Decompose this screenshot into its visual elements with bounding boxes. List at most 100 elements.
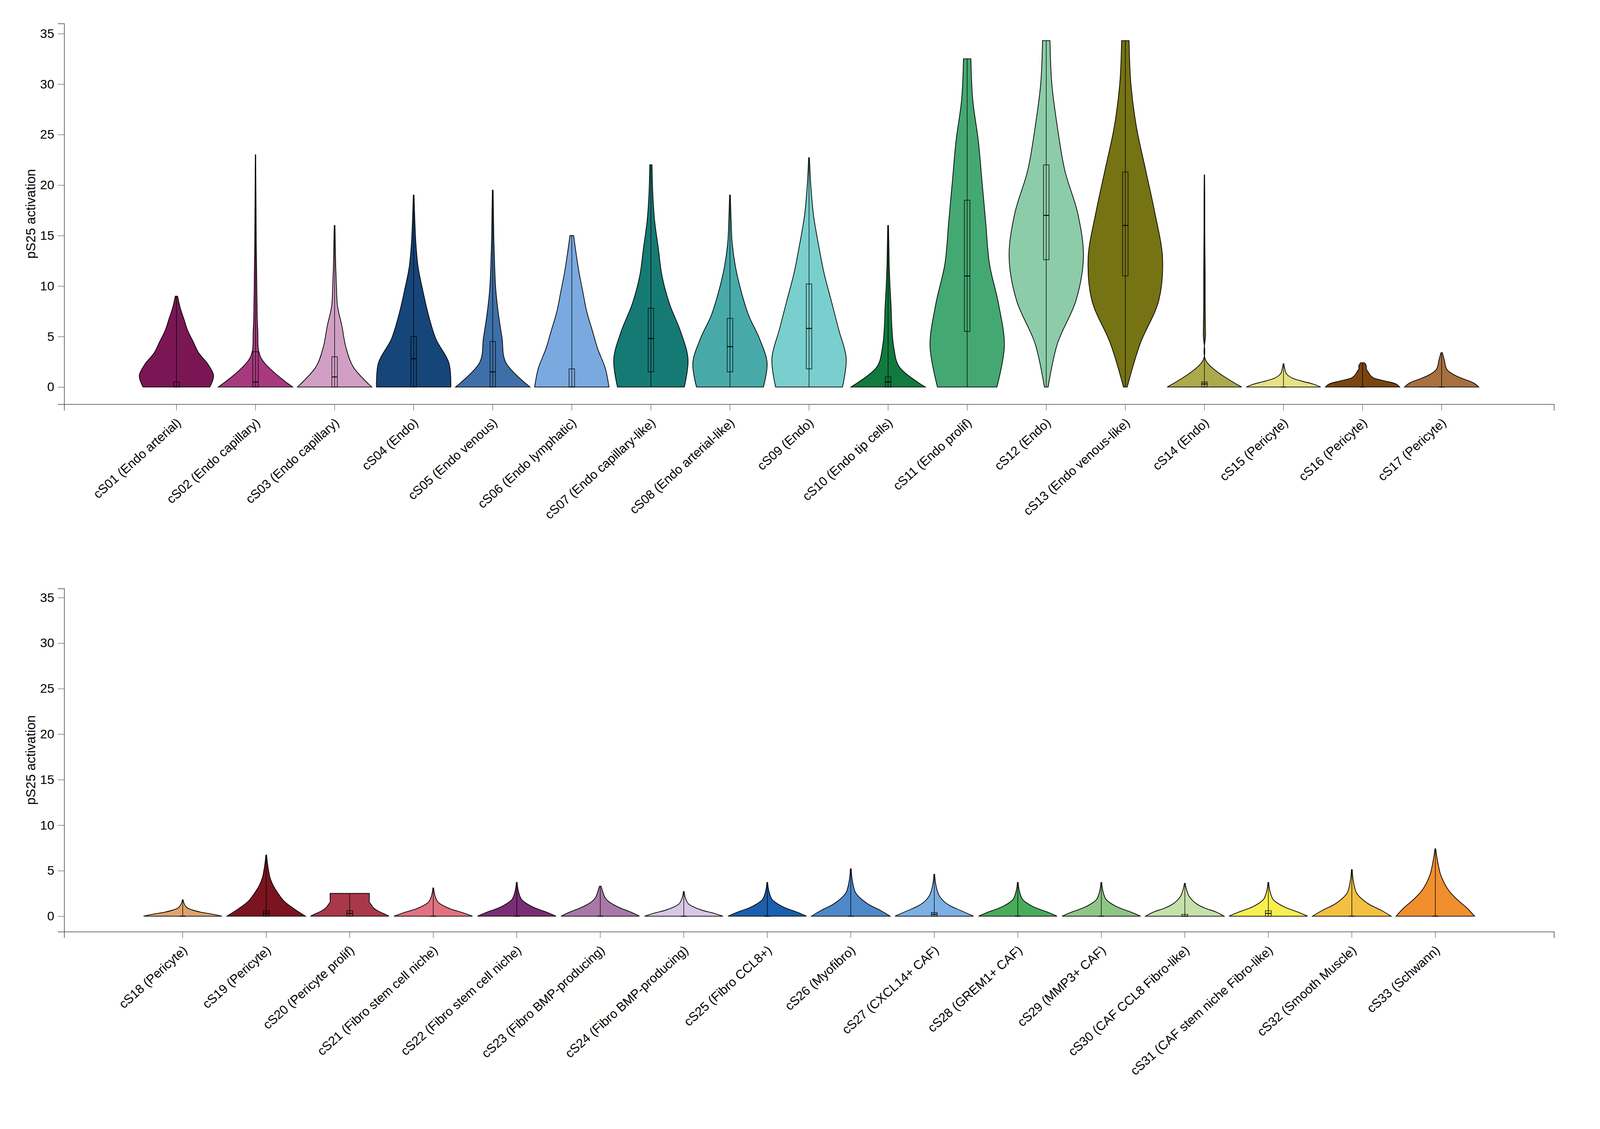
tick-label: cS25 (Fibro CCL8+) [681,943,775,1030]
tick-label: cS28 (GREM1+ CAF) [925,943,1025,1036]
tick-label: 15 [40,228,55,243]
tick: cS08 (Endo arterial-like) [626,404,738,517]
tick: cS32 (Smooth Muscle) [1254,931,1359,1040]
tick-label: cS11 (Endo prolif) [890,415,975,494]
violin [1009,40,1084,388]
violin [930,58,1005,388]
tick: cS24 (Fibro BMP-producing) [562,931,691,1061]
whisker [1362,362,1363,388]
y-axis-title: pS25 activation [23,715,38,805]
whisker [1184,883,1185,917]
box [885,377,891,388]
tick-mark [1362,404,1363,411]
box [1265,911,1272,917]
tick-mark [176,404,177,411]
median [411,358,417,360]
whisker [255,154,256,388]
whisker [887,225,889,388]
box [931,912,938,917]
whisker [808,157,810,388]
tick: cS13 (Endo venous-like) [1020,404,1133,519]
tick-label: 30 [40,77,55,92]
box [1438,386,1445,388]
tick-mark [516,931,517,939]
violin [376,195,451,388]
tick: cS15 (Pericyte) [1216,404,1291,484]
box [1432,916,1439,917]
whisker [1046,40,1047,388]
whisker [334,225,335,388]
tick-mark [1204,404,1205,411]
whisker [1017,882,1019,917]
tick: cS09 (Endo) [754,404,816,473]
tick-label: cS27 (CXCL14+ CAF) [839,943,942,1038]
tick: cS12 (Endo) [991,404,1053,473]
box [847,916,854,917]
tick-mark [1441,404,1442,411]
tick-mark [967,404,968,411]
violin [1404,352,1479,388]
violin [613,164,688,388]
tick: cS27 (CXCL14+ CAF) [839,931,942,1038]
panel: 05101520253035cS01 (Endo arterial)cS02 (… [23,23,1555,523]
tick-mark [729,404,730,411]
violin [728,882,807,917]
tick-label: 20 [40,727,55,742]
median [1181,916,1188,917]
tick-mark [767,931,768,939]
tick-label: 35 [40,590,55,605]
y-axis: 05101520253035 [40,589,65,933]
tick: cS33 (Schwann) [1364,931,1443,1016]
tick-label: cS14 (Endo) [1150,415,1212,473]
tick: cS19 (Pericyte) [199,931,274,1012]
median [514,916,520,917]
violin [644,891,724,917]
tick: cS05 (Endo venous) [405,404,500,503]
median [346,913,353,915]
tick: 30 [40,636,65,651]
tick: cS31 (CAF stem niche Fibro-like) [1127,931,1276,1079]
violin [771,157,847,388]
whisker [492,190,493,388]
box [252,351,259,388]
box [569,369,575,388]
box [1348,916,1355,917]
tick-label: cS08 (Endo arterial-like) [626,415,738,517]
axis-line [64,404,1555,412]
violin [1246,364,1321,388]
tick: cS16 (Pericyte) [1295,404,1370,484]
median [847,916,854,917]
whisker [1125,40,1126,388]
tick: cS17 (Pericyte) [1375,404,1449,484]
tick-mark [809,404,810,411]
box [263,911,270,917]
tick: 25 [40,127,65,142]
tick-mark [683,931,684,939]
tick: cS28 (GREM1+ CAF) [925,931,1025,1036]
tick-mark [1017,931,1019,939]
violin [1167,174,1242,388]
box [648,308,654,373]
tick: 15 [40,228,65,243]
tick: 30 [40,77,65,92]
tick-mark [1125,404,1126,411]
tick-label: 35 [40,26,55,41]
tick: cS20 (Pericyte prolif) [260,931,357,1033]
tick-label: cS03 (Endo capillary) [243,415,342,507]
median [1015,916,1021,917]
whisker [176,296,177,388]
violin [1312,870,1392,917]
tick-label: cS24 (Fibro BMP-producing) [562,943,691,1061]
tick-mark [888,404,889,411]
tick-label: cS32 (Smooth Muscle) [1254,943,1359,1040]
tick-mark [349,931,351,939]
whisker [1204,174,1205,388]
median [885,381,891,383]
whisker [683,891,684,917]
tick: cS25 (Fibro CCL8+) [681,931,775,1030]
whisker [413,195,414,388]
violin [393,888,473,917]
violin [1145,883,1225,917]
median [1122,224,1128,226]
tick-label: cS09 (Endo) [754,415,816,473]
